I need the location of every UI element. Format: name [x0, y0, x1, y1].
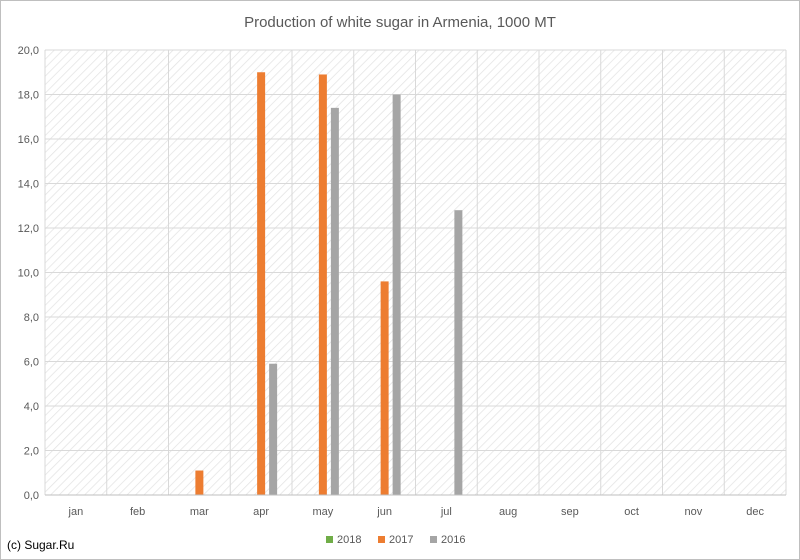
y-tick-label: 2,0 — [24, 446, 39, 458]
bars — [195, 72, 463, 495]
y-tick-label: 16,0 — [18, 134, 39, 146]
x-tick-label: feb — [130, 506, 145, 518]
grid-lines — [44, 49, 787, 496]
bar-2016-may — [330, 107, 339, 495]
legend-swatch-2018 — [326, 536, 333, 543]
x-tick-label: may — [312, 506, 333, 518]
y-tick-label: 6,0 — [24, 357, 39, 369]
y-tick-label: 10,0 — [18, 268, 39, 280]
legend-swatch-2016 — [430, 536, 437, 543]
legend-swatch-2017 — [378, 536, 385, 543]
bar-2017-apr — [257, 72, 266, 495]
bar-2016-apr — [269, 363, 278, 495]
x-tick-label: dec — [746, 506, 764, 518]
bar-2016-jun — [392, 94, 401, 495]
chart-title: Production of white sugar in Armenia, 10… — [244, 14, 556, 31]
axes: 0,0 2,0 4,0 6,0 8,0 10,0 12,0 14,0 16,0 18,0 20,0 j… — [18, 45, 786, 518]
x-tick-label: mar — [190, 506, 209, 518]
y-tick-label: 20,0 — [18, 45, 39, 57]
source-credit: (c) Sugar.Ru — [7, 538, 74, 552]
y-tick-label: 4,0 — [24, 401, 39, 413]
y-tick-label: 14,0 — [18, 179, 39, 191]
x-tick-label: jun — [376, 506, 392, 518]
y-tick-label: 8,0 — [24, 312, 39, 324]
x-tick-label: jul — [440, 506, 452, 518]
y-tick-label: 18,0 — [18, 90, 39, 102]
bar-2017-mar — [195, 470, 204, 495]
y-tick-label: 0,0 — [24, 490, 39, 502]
legend: 2018 2017 2016 — [326, 534, 465, 546]
legend-label-2018: 2018 — [337, 534, 361, 546]
legend-label-2016: 2016 — [441, 534, 465, 546]
x-tick-label: jan — [68, 506, 84, 518]
y-tick-label: 12,0 — [18, 223, 39, 235]
x-tick-label: apr — [253, 506, 269, 518]
x-tick-label: nov — [685, 506, 703, 518]
legend-label-2017: 2017 — [389, 534, 413, 546]
x-tick-label: sep — [561, 506, 579, 518]
bar-2017-jun — [380, 281, 389, 495]
bar-2016-jul — [454, 210, 463, 495]
x-tick-label: oct — [624, 506, 639, 518]
bar-2017-may — [318, 74, 327, 495]
x-tick-label: aug — [499, 506, 517, 518]
